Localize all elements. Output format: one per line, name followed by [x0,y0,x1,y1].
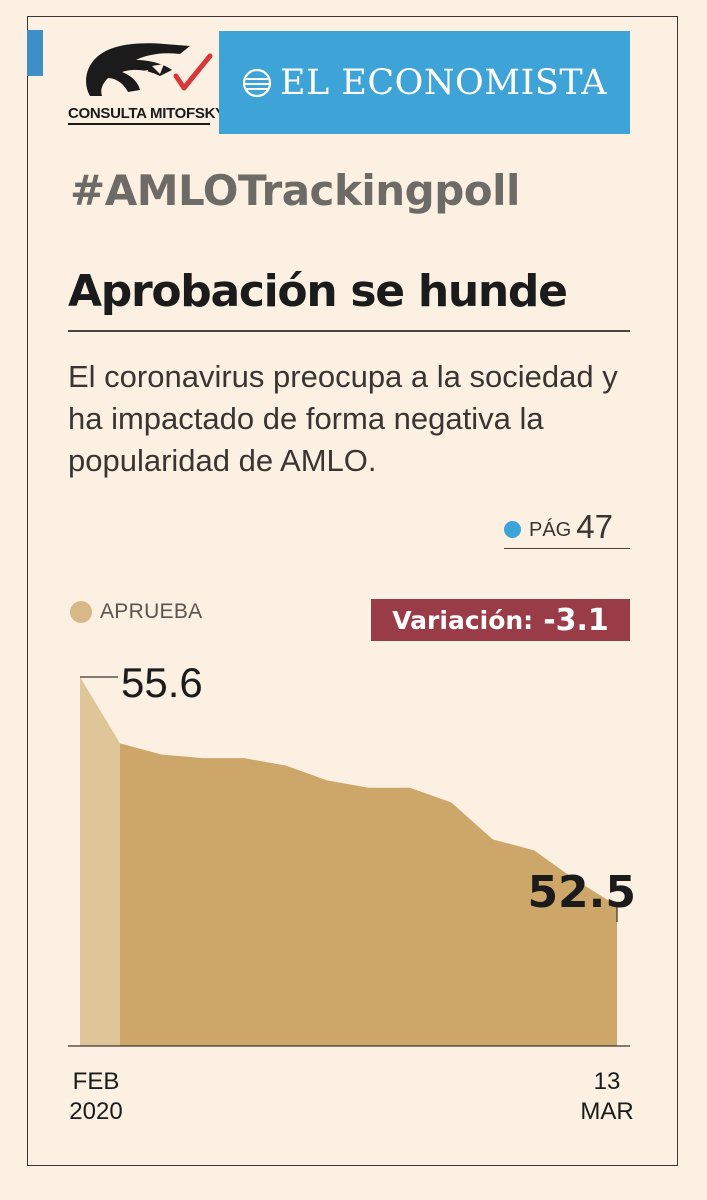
variation-badge: Variación: -3.1 [371,599,630,641]
globe-icon [242,68,272,97]
legend-swatch-icon [70,601,92,623]
el-economista-logo-text: EL ECONOMISTA [279,62,608,103]
mitofsky-logo-text: CONSULTA MITOFSKY [68,105,225,125]
card-frame [27,16,678,1166]
el-economista-banner: EL ECONOMISTA [219,31,630,134]
page-dot-icon [504,520,521,538]
hashtag: #AMLOTrackingpoll [70,166,520,215]
variation-value: -3.1 [543,602,609,638]
x-tick-label-start: FEB [73,1068,120,1095]
mitofsky-emblem-icon [86,43,213,96]
start-value-label: 55.6 [121,659,203,706]
headline-divider [68,330,630,332]
area-segment-first [80,677,120,1046]
page-label: PÁG [529,518,572,541]
end-value-label: 52.5 [527,867,636,918]
x-tick-label-end: 13 [594,1068,621,1095]
page-number: 47 [576,508,613,545]
headline: Aprobación se hunde [68,266,568,317]
x-tick-label-end: MAR [580,1098,633,1125]
area-series-aprueba [120,743,617,1046]
variation-label: Variación: [392,605,534,635]
chart-legend: APRUEBA [70,600,202,624]
x-tick-label-start: 2020 [69,1098,122,1125]
subheadline: El coronavirus preocupa a la sociedad y … [68,359,618,478]
page-reference: PÁG 47 [504,508,630,549]
consulta-mitofsky-logo: CONSULTA MITOFSKY [68,32,225,132]
corner-accent [27,30,43,76]
legend-label: APRUEBA [100,600,203,623]
